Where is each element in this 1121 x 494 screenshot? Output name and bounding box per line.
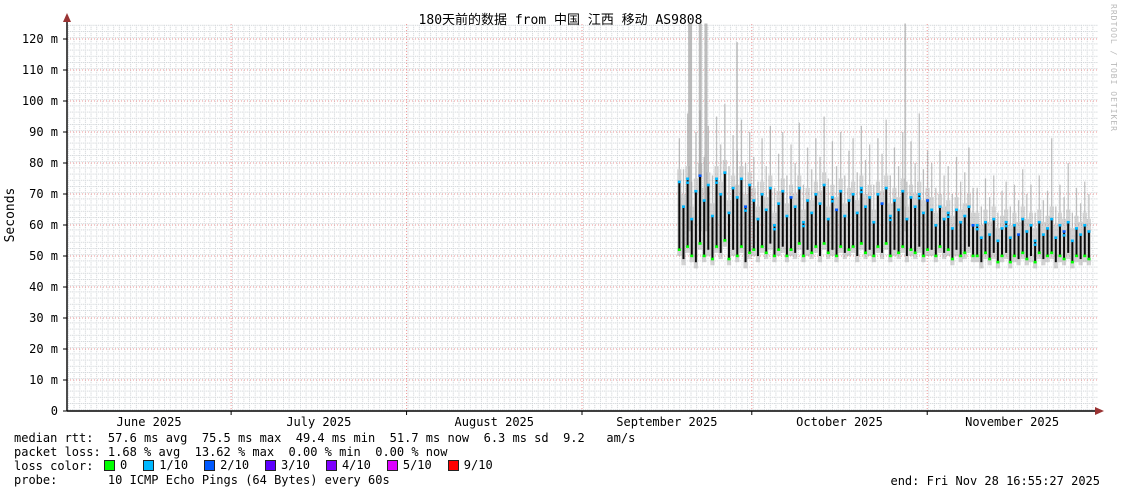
y-tick-labels: 0 10 m 20 m 30 m 40 m 50 m 60 m 70 m 80 m 90 m 100…	[22, 32, 58, 418]
y-tick-label: 50 m	[29, 249, 58, 263]
loss-color-label: loss color:	[14, 459, 94, 473]
loss-swatch	[204, 459, 216, 471]
x-tick-label: October 2025	[796, 415, 883, 429]
loss-item: 9/10	[447, 458, 493, 473]
loss-item: 2/10	[204, 458, 249, 472]
loss-item-label: 3/10	[281, 458, 310, 473]
loss-swatch	[447, 459, 459, 471]
loss-item: 5/10	[386, 458, 432, 473]
y-tick-label: 70 m	[29, 187, 58, 201]
x-tick-label: July 2025	[286, 415, 351, 429]
y-tick-label: 0	[51, 404, 58, 418]
loss-item-label: 0	[120, 458, 128, 473]
y-tick-label: 100 m	[22, 94, 58, 108]
y-tick-label: 110 m	[22, 63, 58, 77]
x-tick-label: June 2025	[117, 415, 182, 429]
x-tick-label: September 2025	[616, 415, 717, 429]
y-tick-label: 60 m	[29, 218, 58, 232]
loss-item: 4/10	[325, 458, 371, 473]
loss-item-label: 5/10	[402, 458, 432, 473]
loss-item-label: 4/10	[341, 458, 371, 473]
loss-item-label: 2/10	[220, 458, 250, 473]
loss-color-items: 0 1/10 2/10 3/10 4/10 5/10 9/10	[104, 458, 509, 474]
graph-legend: median rtt: 57.6 ms avg 75.5 ms max 49.4…	[14, 431, 635, 487]
loss-item: 1/10	[143, 458, 188, 472]
loss-item-label: 9/10	[463, 458, 493, 473]
loss-swatch	[104, 459, 115, 471]
y-tick-label: 90 m	[29, 125, 58, 139]
axes	[63, 13, 1104, 415]
loss-swatch	[386, 459, 398, 471]
y-tick-label: 20 m	[29, 342, 58, 356]
loss-swatch	[265, 459, 277, 471]
y-tick-label: 30 m	[29, 311, 58, 325]
latency-smoke-chart: 0 10 m 20 m 30 m 40 m 50 m 60 m 70 m 80 m 90 m 100…	[22, 13, 1104, 429]
median-rtt-stats: median rtt: 57.6 ms avg 75.5 ms max 49.4…	[14, 431, 636, 445]
grid	[67, 24, 1098, 411]
loss-item-label: 1/10	[159, 458, 189, 473]
y-tick-label: 80 m	[29, 156, 58, 170]
y-tick-label: 10 m	[29, 373, 58, 387]
end-timestamp: end: Fri Nov 28 16:55:27 2025	[890, 474, 1100, 488]
x-tick-label: August 2025	[455, 415, 534, 429]
median-series	[678, 172, 1090, 263]
probe-info: probe: 10 ICMP Echo Pings (64 Bytes) eve…	[14, 473, 390, 487]
loss-dots	[677, 171, 1091, 264]
packet-loss-stats: packet loss: 1.68 % avg 13.62 % max 0.00…	[14, 445, 448, 459]
y-tick-label: 40 m	[29, 280, 58, 294]
x-tick-labels: June 2025 July 2025 August 2025 September 2…	[117, 415, 1060, 429]
loss-swatch	[325, 459, 337, 471]
loss-swatch	[143, 459, 155, 471]
x-tick-label: November 2025	[965, 415, 1059, 429]
y-tick-label: 120 m	[22, 32, 58, 46]
loss-color-legend: loss color: 0 1/10 2/10 3/10 4/10 5/10 9/10	[14, 458, 635, 474]
loss-item: 3/10	[265, 458, 310, 472]
loss-item: 0	[104, 458, 127, 472]
